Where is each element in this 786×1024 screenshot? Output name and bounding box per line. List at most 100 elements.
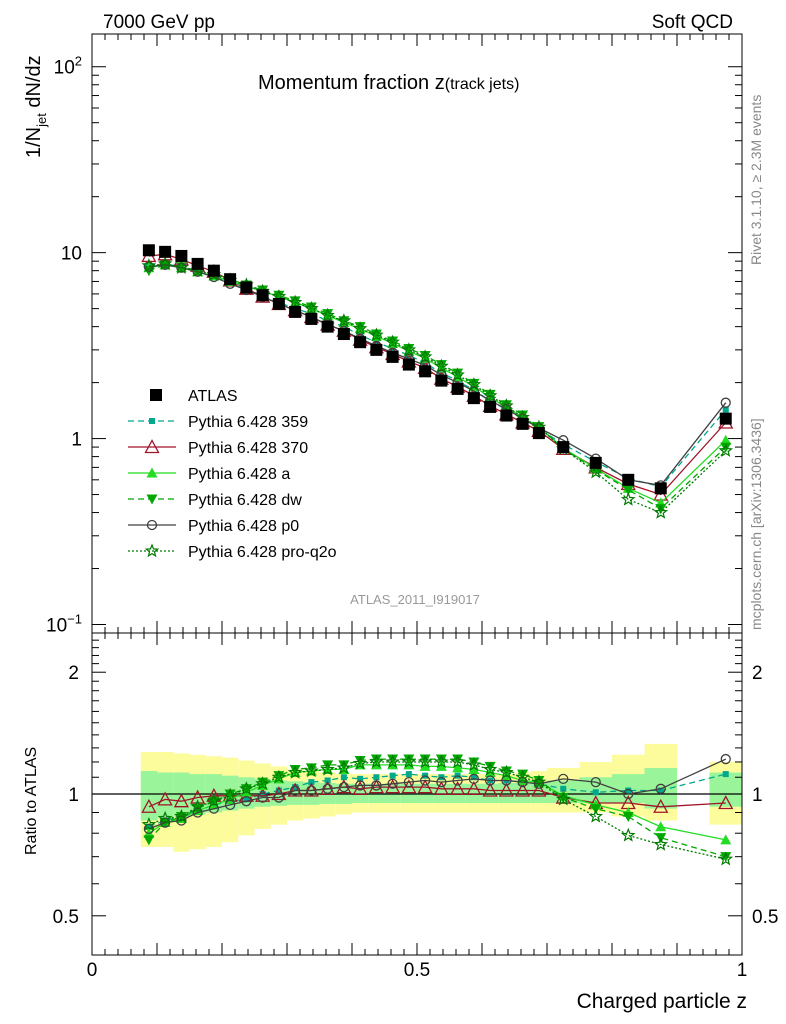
- uncertainty-band-inner: [514, 782, 531, 804]
- series-pythia-6-428-p0-ratio-point: [241, 796, 252, 807]
- main-panel: 102 10 1 10−1: [46, 33, 743, 636]
- series-pythia-6-428-pro-q2o-ratio-point: [174, 808, 189, 823]
- series-pythia-6-428-p0-ratio-point: [623, 788, 634, 800]
- series-pythia-6-428-pro-q2o-ratio-point: [499, 764, 514, 779]
- atlas-data-point: [207, 264, 220, 277]
- ratio-y-tick-label: 1: [68, 785, 79, 806]
- category-label: Soft QCD: [652, 12, 733, 33]
- series-pythia-6-428-pro-q2o-ratio-point: [555, 791, 571, 806]
- series-pythia-6-428-pro-q2o-ratio-point: [588, 808, 604, 823]
- series-pythia-6-428-dw-ratio-point: [500, 766, 512, 777]
- series-pythia-6-428-pro-q2o-ratio-point: [401, 754, 417, 769]
- series-pythia-6-428-pro-q2o-ratio-point: [239, 781, 254, 796]
- series-pythia-6-428-pro-q2o-ratio-point: [482, 761, 498, 776]
- series-pythia-6-428-359-ratio-point: [292, 784, 299, 791]
- series-pythia-6-428-p0-ratio-point: [306, 785, 317, 796]
- y-axis-title: 1/Njet dN/dz: [23, 55, 49, 158]
- series-pythia-6-428-359-ratio-point: [243, 796, 250, 803]
- atlas-data-point: [142, 244, 155, 257]
- ratio-y-tick-label-right: 0.5: [752, 907, 778, 928]
- legend-marker: [149, 418, 155, 424]
- series-pythia-6-428-pro-q2o-ratio-point: [385, 754, 400, 769]
- series-pythia-6-428-dw-ratio-point: [370, 754, 382, 765]
- series-pythia-6-428-dw-point: [305, 302, 317, 313]
- series-pythia-6-428-pro-q2o-ratio-point: [369, 754, 384, 769]
- legend-marker-atlas: [150, 389, 162, 401]
- series-pythia-6-428-pro-q2o-point: [385, 334, 400, 349]
- series-pythia-6-428-359-ratio-point: [373, 774, 380, 781]
- atlas-data-point: [370, 343, 383, 356]
- series-pythia-6-428-dw-ratio-point: [354, 756, 366, 767]
- series-pythia-6-428-a-ratio-point: [143, 827, 155, 838]
- series-pythia-6-428-dw-point: [655, 504, 667, 515]
- series-pythia-6-428-359-point: [357, 332, 364, 339]
- series-pythia-6-428-370-ratio-point: [482, 782, 498, 797]
- series-pythia-6-428-pro-q2o-point: [482, 388, 498, 402]
- atlas-data-point: [256, 289, 269, 302]
- atlas-data-point: [419, 365, 432, 378]
- energy-label: 7000 GeV pp: [103, 12, 215, 33]
- series-pythia-6-428-pro-q2o-point: [157, 256, 173, 271]
- analysis-watermark: ATLAS_2011_I919017: [350, 592, 480, 607]
- series-pythia-6-428-359-ratio-point: [625, 787, 632, 794]
- series-pythia-6-428-pro-q2o-ratio-point: [255, 776, 270, 790]
- series-pythia-6-428-370-ratio-point: [433, 780, 449, 795]
- uncertainty-band-inner: [140, 770, 157, 821]
- series-pythia-6-428-p0-ratio-point: [533, 778, 545, 789]
- series-pythia-6-428-pro-q2o-ratio-point: [222, 788, 238, 802]
- legend-label: ATLAS: [188, 388, 238, 405]
- series-pythia-6-428-p0-ratio-point: [436, 776, 447, 788]
- atlas-data-point: [305, 312, 318, 325]
- series-pythia-6-428-dw-point: [484, 389, 496, 400]
- series-pythia-6-428-359-ratio-point: [340, 774, 347, 781]
- series-pythia-6-428-p0-ratio-point: [517, 776, 528, 788]
- series-pythia-6-428-pro-q2o-point: [336, 313, 352, 328]
- series-pythia-6-428-359-point: [422, 359, 429, 366]
- series-pythia-6-428-pro-q2o-ratio-point: [653, 836, 669, 851]
- series-pythia-6-428-dw-ratio-point: [622, 811, 634, 822]
- atlas-data-point: [289, 305, 302, 318]
- series-pythia-6-428-370-ratio-point: [718, 795, 734, 810]
- series-pythia-6-428-370-ratio-point: [368, 779, 384, 794]
- atlas-data-point: [337, 328, 350, 341]
- series-pythia-6-428-p0-ratio-point: [338, 781, 350, 793]
- x-axis-title: Charged particle z: [577, 990, 747, 1013]
- series-pythia-6-428-p0-ratio-point: [590, 776, 601, 788]
- series-pythia-6-428-p0-ratio-point: [224, 799, 236, 811]
- series-pythia-6-428-370-ratio-point: [271, 786, 287, 801]
- series-pythia-6-428-dw-ratio-point: [273, 771, 285, 782]
- atlas-data-point: [240, 281, 253, 294]
- series-pythia-6-428-dw-ratio-point: [419, 754, 431, 765]
- legend-label: Pythia 6.428 a: [188, 466, 290, 483]
- series-pythia-6-428-359-ratio-point: [275, 787, 282, 794]
- series-pythia-6-428-dw-point: [273, 290, 285, 301]
- series-pythia-6-428-370-ratio-point: [141, 798, 157, 813]
- series-pythia-6-428-370-ratio-point: [157, 791, 173, 806]
- series-pythia-6-428-370-ratio-point: [450, 780, 466, 795]
- series-pythia-6-428-pro-q2o-ratio-point: [320, 761, 335, 776]
- series-pythia-6-428-pro-q2o-point: [369, 327, 384, 342]
- atlas-data-point: [191, 257, 204, 270]
- mcplots-label: mcplots.cern.ch [arXiv:1306.3436]: [748, 418, 764, 630]
- series-pythia-6-428-dw-point: [322, 309, 334, 320]
- series-pythia-6-428-pro-q2o-point: [320, 307, 335, 322]
- series-pythia-6-428-a-point: [720, 434, 732, 445]
- series-pythia-6-428-pro-q2o-point: [718, 443, 734, 457]
- series-pythia-6-428-dw-ratio-point: [484, 761, 496, 772]
- series-pythia-6-428-pro-q2o-ratio-point: [531, 774, 547, 789]
- atlas-data-point: [354, 336, 367, 349]
- y-axis-title-tail: dN/dz: [23, 55, 45, 113]
- series-pythia-6-428-dw-ratio-point: [257, 777, 269, 788]
- series-pythia-6-428-370-ratio-point: [255, 787, 271, 802]
- series-pythia-6-428-dw-ratio-point: [517, 769, 529, 780]
- series-pythia-6-428-p0-ratio-point: [322, 783, 333, 794]
- series-pythia-6-428-pro-q2o-point: [588, 464, 604, 479]
- series-pythia-6-428-p0-ratio-point: [558, 773, 569, 785]
- series-pythia-6-428-p0-ratio-point: [655, 783, 666, 794]
- series-pythia-6-428-dw-ratio-point: [720, 852, 732, 863]
- series-pythia-6-428-359-ratio-point: [470, 774, 477, 781]
- series-pythia-6-428-dw-point: [452, 368, 464, 379]
- series-pythia-6-428-dw-ratio-point: [224, 789, 236, 800]
- x-tick-label: 0: [87, 960, 98, 981]
- series-pythia-6-428-370-ratio-point: [498, 782, 514, 797]
